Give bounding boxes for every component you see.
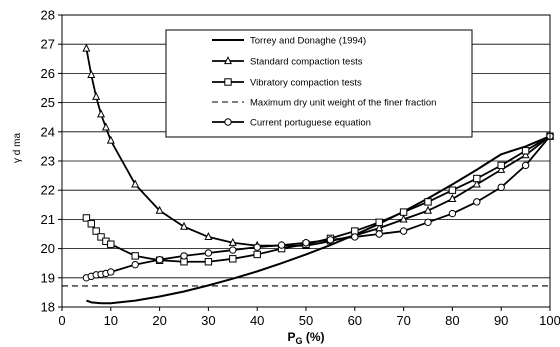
- data-point: [229, 246, 237, 254]
- data-point: [131, 179, 140, 188]
- data-point: [302, 239, 310, 247]
- y-tick-label: 21: [41, 212, 55, 227]
- y-tick-label: 27: [41, 37, 55, 52]
- x-tick-label: 50: [299, 313, 313, 328]
- legend-item: Standard compaction tests: [212, 56, 363, 68]
- x-tick-label: 0: [58, 313, 65, 328]
- data-point: [399, 227, 408, 235]
- data-point: [326, 236, 335, 244]
- data-point: [92, 91, 101, 100]
- data-point: [448, 194, 457, 203]
- data-point: [101, 122, 110, 131]
- x-tick-label: 60: [348, 313, 362, 328]
- data-point: [472, 179, 481, 188]
- x-axis-label: PG (%): [287, 330, 324, 346]
- data-point: [204, 232, 213, 241]
- data-point: [97, 109, 106, 118]
- data-point: [448, 186, 457, 194]
- y-tick-label: 18: [41, 300, 55, 315]
- x-tick-label: 80: [445, 313, 459, 328]
- legend-marker: [224, 118, 232, 126]
- data-point: [424, 198, 432, 206]
- data-point: [87, 69, 96, 78]
- legend-label: Torrey and Donaghe (1994): [250, 36, 366, 47]
- y-tick-label: 23: [41, 154, 55, 169]
- data-point: [497, 183, 505, 191]
- legend-marker: [224, 78, 232, 86]
- y-tick-label: 20: [41, 241, 55, 256]
- data-point: [399, 214, 408, 223]
- data-point: [521, 150, 530, 159]
- legend-box: [165, 29, 473, 138]
- data-point: [155, 205, 164, 214]
- data-point: [473, 174, 481, 183]
- legend-label: Current portuguese equation: [250, 118, 371, 129]
- data-point: [497, 161, 505, 170]
- legend: Torrey and Donaghe (1994) Standard compac…: [165, 29, 473, 138]
- data-point: [497, 164, 506, 173]
- data-point: [448, 209, 457, 218]
- x-tick-label: 10: [104, 313, 118, 328]
- legend-item: Vibratory compaction tests: [212, 78, 362, 89]
- data-point: [204, 249, 213, 257]
- data-point: [106, 135, 115, 144]
- x-axis-label-main: P: [287, 330, 295, 344]
- data-point: [375, 230, 383, 238]
- y-tick-label: 22: [41, 183, 55, 198]
- x-axis-label-sub: G: [296, 336, 303, 346]
- ticks: 18 19 20 21 22 23 24 25 26 27 28 0 10 20 30 40 50 60 70 80 9…: [41, 8, 560, 329]
- x-tick-label: 20: [152, 313, 166, 328]
- legend-label: Standard compaction tests: [250, 57, 363, 68]
- data-point: [82, 214, 91, 222]
- data-point: [253, 243, 261, 251]
- legend-marker: [223, 56, 233, 65]
- data-point: [82, 43, 91, 52]
- x-axis-label-suffix: (%): [303, 330, 325, 344]
- data-point: [180, 252, 188, 260]
- data-point: [521, 147, 530, 155]
- data-point: [521, 161, 530, 170]
- data-point: [253, 250, 261, 259]
- x-tick-label: 30: [201, 313, 215, 328]
- legend-item: Torrey and Donaghe (1994): [212, 36, 366, 47]
- series-4: [82, 132, 554, 282]
- data-point: [375, 218, 383, 227]
- x-tick-label: 40: [250, 313, 264, 328]
- y-tick-label: 28: [41, 8, 55, 23]
- data-point: [107, 240, 115, 248]
- data-point: [87, 220, 95, 228]
- data-point: [155, 255, 164, 264]
- data-point: [229, 255, 237, 263]
- y-axis-label: γ d ma: [12, 133, 23, 163]
- data-point: [179, 221, 189, 230]
- data-point: [97, 233, 105, 241]
- series-0: [86, 135, 551, 305]
- data-point: [351, 233, 359, 241]
- legend-item: Current portuguese equation: [212, 118, 371, 129]
- data-point: [473, 198, 481, 206]
- series-line: [86, 135, 551, 305]
- data-point: [131, 260, 139, 269]
- data-point: [228, 237, 237, 246]
- data-point: [204, 258, 213, 266]
- data-point: [424, 218, 432, 227]
- y-tick-label: 26: [41, 66, 55, 81]
- y-tick-label: 24: [41, 124, 55, 139]
- legend-item: Maximum dry unit weight of the finer fra…: [212, 98, 436, 109]
- legend-label: Maximum dry unit weight of the finer fra…: [250, 98, 436, 109]
- x-tick-label: 70: [396, 313, 410, 328]
- y-tick-label: 19: [41, 270, 55, 285]
- series-layer: [62, 43, 555, 305]
- data-point: [92, 227, 100, 235]
- x-tick-label: 90: [494, 313, 508, 328]
- x-tick-label: 100: [539, 313, 560, 328]
- data-point: [107, 268, 115, 276]
- data-point: [423, 205, 433, 214]
- y-tick-label: 25: [41, 95, 55, 110]
- data-point: [131, 252, 139, 260]
- legend-label: Vibratory compaction tests: [250, 78, 362, 89]
- data-point: [399, 208, 408, 216]
- data-point: [277, 241, 286, 249]
